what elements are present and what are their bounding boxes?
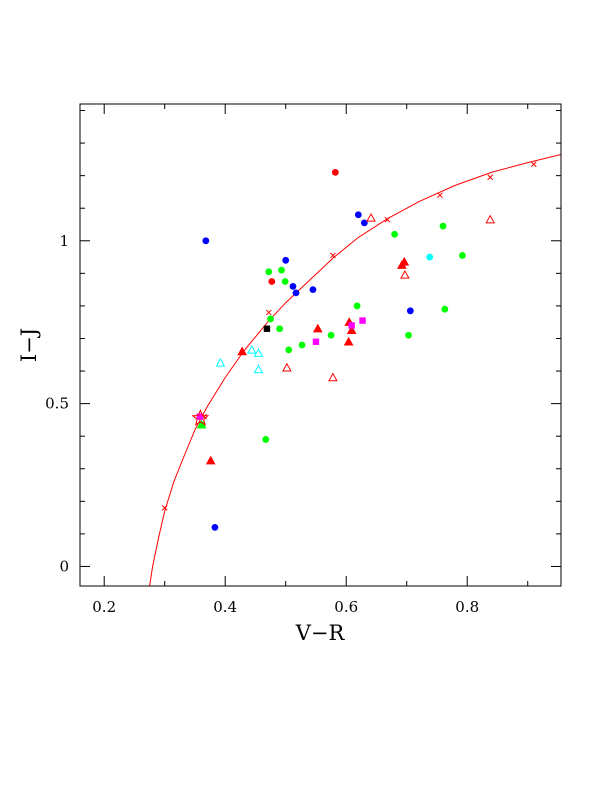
- data-point-square: [359, 317, 366, 324]
- cross-stroke: [265, 309, 272, 316]
- data-point-circle: [331, 168, 339, 176]
- data-point-circle: [281, 278, 289, 285]
- data-point-circle: [426, 253, 434, 261]
- cross-stroke: [330, 252, 336, 259]
- curve-cross-marker: [437, 192, 443, 199]
- y-tick-label: 0: [59, 557, 69, 575]
- data-point-circle: [262, 436, 270, 443]
- y-tick-label: 0.5: [45, 395, 69, 413]
- data-point-triangle-open: [253, 348, 264, 357]
- x-tick-label: 0.6: [334, 598, 358, 616]
- cross-stroke: [487, 174, 494, 181]
- x-tick-label: 0.4: [213, 598, 237, 616]
- data-point-triangle: [312, 323, 323, 333]
- data-point-triangle: [343, 336, 354, 346]
- cross-stroke: [437, 192, 443, 199]
- data-point-circle: [289, 282, 297, 290]
- data-point-circle: [265, 268, 273, 276]
- data-point-circle: [285, 346, 293, 354]
- curve-cross-marker: [384, 216, 391, 223]
- data-point-triangle-open: [485, 214, 496, 224]
- data-point-triangle-open: [253, 364, 264, 374]
- x-tick-label: 0.2: [92, 598, 116, 616]
- data-point-circle: [276, 325, 284, 333]
- curve-cross-marker: [265, 309, 272, 316]
- curve-cross-marker: [330, 252, 336, 259]
- data-point-circle: [354, 211, 362, 219]
- data-point-circle: [391, 230, 399, 238]
- curve-cross-marker: [487, 174, 494, 181]
- data-point-circle: [292, 289, 300, 297]
- data-point-circle: [441, 305, 449, 313]
- data-point-circle: [268, 278, 276, 285]
- data-point-circle: [211, 523, 219, 531]
- data-point-square: [348, 322, 355, 329]
- data-point-triangle: [399, 256, 410, 266]
- data-point-circle: [298, 341, 306, 349]
- data-point-star-open: [191, 408, 210, 426]
- data-point-circle: [439, 222, 447, 230]
- data-point-triangle-open: [328, 372, 338, 382]
- curve-cross-marker: [530, 161, 537, 168]
- model-curve: [149, 154, 561, 586]
- data-point-triangle: [346, 325, 357, 335]
- data-points-layer: [191, 168, 496, 531]
- data-point-square: [196, 413, 203, 420]
- model-curve-layer: [149, 154, 561, 586]
- data-point-triangle-open: [215, 357, 226, 367]
- data-point-circle: [406, 307, 414, 315]
- ticks-layer: 0.2 0.4 0.6 0.8 0 0.5 1: [45, 104, 561, 616]
- x-tick-label: 0.8: [455, 598, 479, 616]
- data-point-circle: [202, 237, 210, 245]
- x-axis-label: V−R: [295, 621, 346, 645]
- data-point-circle: [405, 331, 412, 339]
- data-point-triangle: [205, 455, 216, 465]
- data-point-triangle: [237, 346, 247, 356]
- data-point-triangle-open: [246, 344, 257, 354]
- data-point-circle: [282, 256, 290, 264]
- data-point-triangle: [196, 419, 207, 429]
- cross-stroke: [161, 504, 168, 511]
- data-point-triangle-open: [366, 212, 376, 222]
- data-point-circle: [309, 286, 317, 294]
- cross-stroke: [530, 161, 537, 168]
- data-point-square: [263, 325, 271, 332]
- data-point-circle: [278, 266, 285, 274]
- data-point-triangle-open: [282, 362, 292, 372]
- y-tick-label: 1: [59, 232, 69, 250]
- data-point-circle: [327, 331, 335, 339]
- data-point-circle: [353, 302, 361, 310]
- data-point-circle: [360, 219, 368, 227]
- data-point-circle: [458, 252, 466, 259]
- curve-cross-marker: [161, 504, 168, 511]
- axes-layer: [79, 103, 562, 587]
- data-point-square: [312, 338, 320, 345]
- y-axis-label: I−J: [17, 328, 41, 362]
- data-point-triangle-open: [400, 269, 410, 279]
- plot-frame: [79, 103, 562, 587]
- data-point-circle: [267, 315, 274, 323]
- cross-stroke: [384, 216, 391, 223]
